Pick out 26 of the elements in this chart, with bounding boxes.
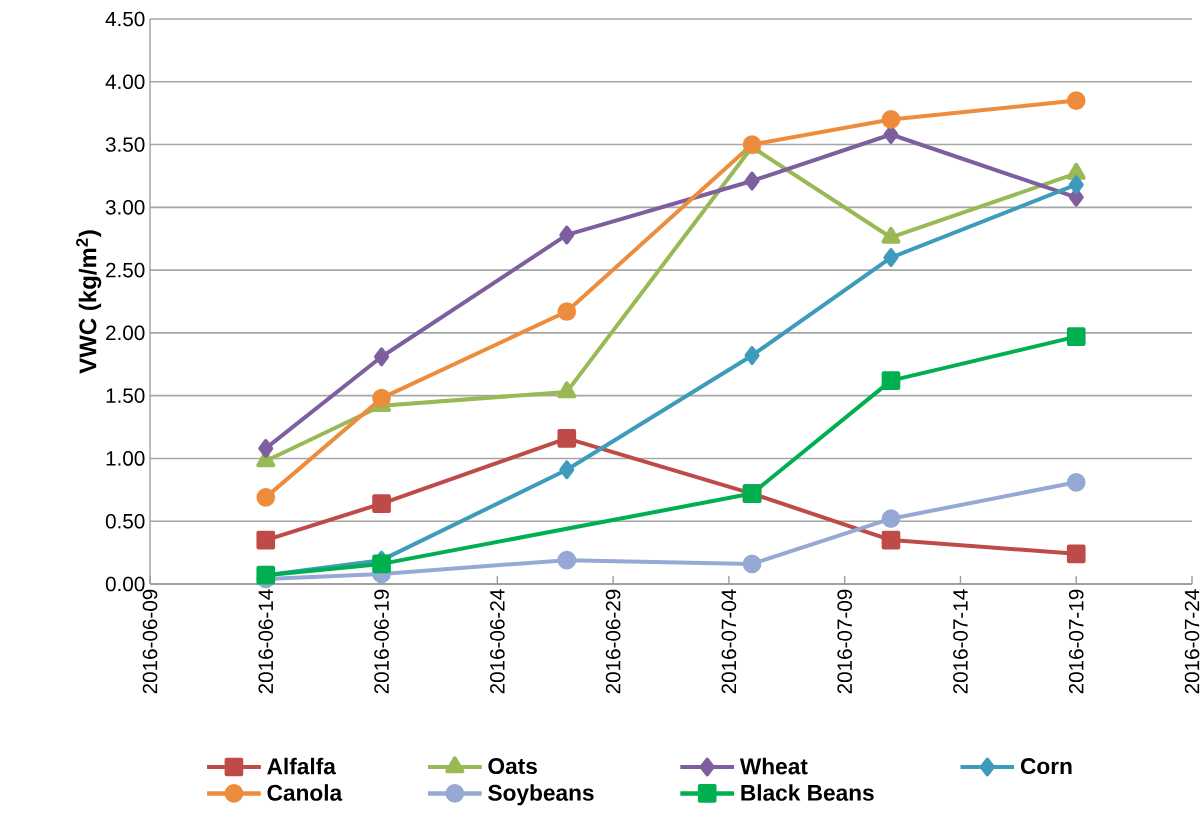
x-tick-label: 2016-07-04	[721, 589, 737, 694]
legend-label: Corn	[1020, 758, 1072, 775]
x-tick-label: 2016-07-24	[1184, 589, 1200, 694]
y-tick-label: 0.50	[105, 513, 145, 529]
y-tick-label: 2.50	[106, 262, 145, 278]
legend-label: Canola	[267, 784, 343, 801]
x-tick-label: 2016-06-24	[490, 589, 505, 694]
y-tick-label: 3.50	[105, 137, 145, 152]
y-tick-label: 3.00	[105, 200, 145, 215]
legend-label: Wheat	[739, 757, 808, 775]
y-tick-label: 4.50	[105, 11, 145, 27]
legend-label: Black Beans	[741, 784, 874, 801]
y-tick-label: 1.50	[106, 388, 145, 403]
legend-label: Alfalfa	[267, 757, 336, 775]
x-tick-label: 2016-07-14	[953, 589, 968, 694]
y-tick-label: 2.00	[106, 325, 145, 341]
y-tick-label: 4.00	[105, 74, 145, 90]
x-tick-label: 2016-06-19	[374, 589, 389, 694]
legend-label: Oats	[488, 758, 537, 775]
x-tick-label: 2016-06-29	[605, 589, 621, 694]
y-axis-title: VWC (kg/m$^{2}$)	[76, 230, 102, 374]
x-tick-label: 2016-07-19	[1068, 589, 1084, 694]
y-tick-label: 1.00	[106, 451, 145, 466]
x-tick-label: 2016-07-09	[837, 589, 852, 694]
legend-label: Soybeans	[488, 784, 594, 806]
x-tick-label: 2016-06-14	[258, 589, 274, 694]
